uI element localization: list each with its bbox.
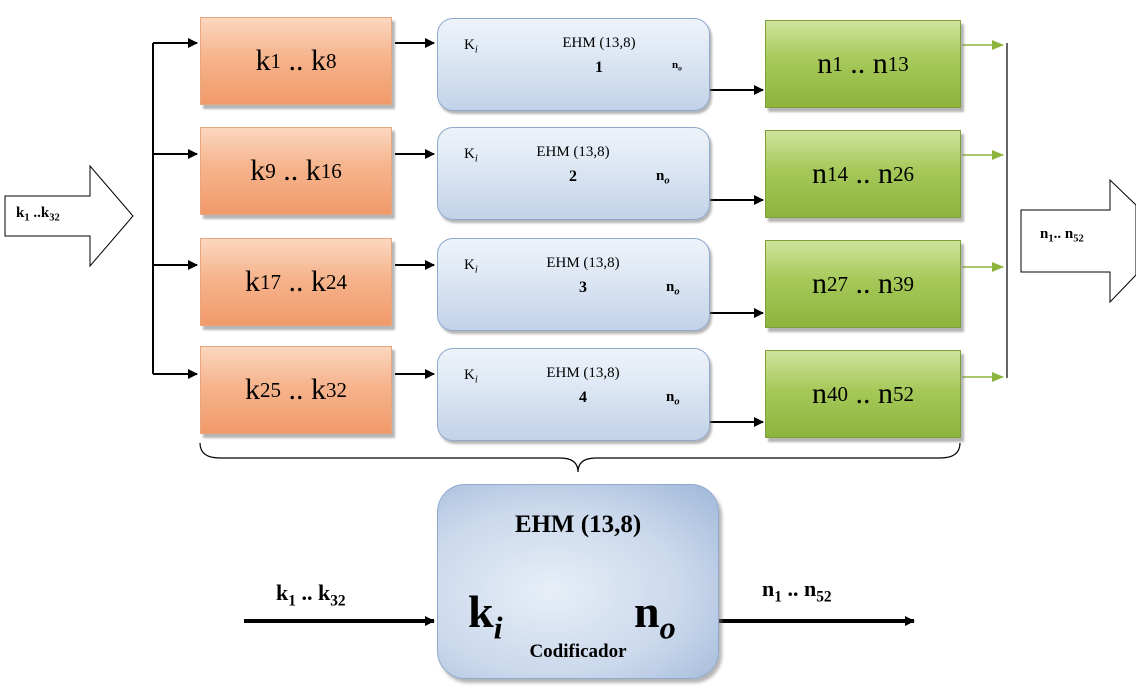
output-label: n1.. n52: [1040, 226, 1084, 245]
n-block-2: n 14 .. n 26: [765, 130, 961, 218]
main-encoder-output-symbol: no: [634, 586, 676, 646]
encoder-block-3: Ki EHM (13,8) 3 no: [437, 238, 710, 331]
main-encoder-title: EHM (13,8): [514, 511, 642, 538]
main-output-label: n1 .. n52: [762, 576, 832, 606]
main-encoder-caption: Codificador: [529, 641, 627, 662]
n-block-4: n 40 .. n 52: [765, 350, 961, 438]
encoder-block-2: Ki EHM (13,8) 2 no: [437, 127, 710, 220]
main-encoder-block: EHM (13,8) ki no Codificador: [437, 484, 719, 679]
input-arrow-shape: [4, 164, 134, 268]
encoder-block-1: Ki EHM (13,8) 1 no: [437, 18, 710, 111]
main-encoder-input-symbol: ki: [468, 586, 503, 646]
k-block-3: k 17 .. k 24: [200, 238, 392, 326]
n-block-3: n 27 .. n 39: [765, 240, 961, 328]
main-input-label: k1 .. k32: [276, 580, 346, 610]
k-block-4: k 25 .. k 32: [200, 346, 392, 434]
grouping-brace: [199, 442, 961, 473]
output-arrow-shape: [1020, 178, 1136, 304]
encoder-block-4: Ki EHM (13,8) 4 no: [437, 348, 710, 441]
input-label: k1 ..k32: [16, 205, 60, 224]
